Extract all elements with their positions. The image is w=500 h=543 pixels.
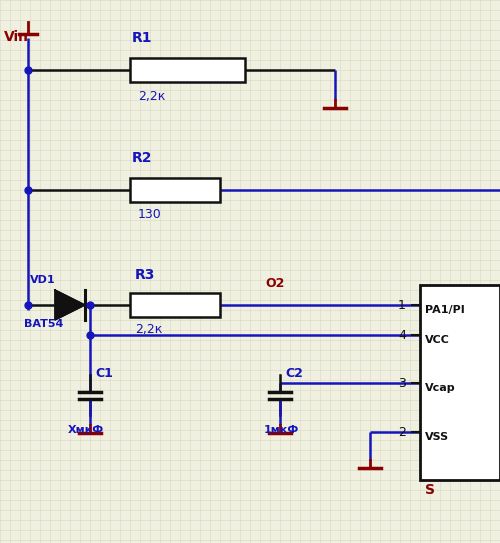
Text: BAT54: BAT54: [24, 319, 64, 329]
Text: 2,2к: 2,2к: [135, 323, 162, 336]
Text: 130: 130: [138, 208, 162, 221]
Text: 3: 3: [398, 377, 406, 390]
Polygon shape: [55, 290, 85, 320]
Text: 4: 4: [398, 329, 406, 342]
Text: 1: 1: [398, 299, 406, 312]
Text: Vcap: Vcap: [425, 383, 456, 393]
Text: VD1: VD1: [30, 275, 56, 285]
Text: VSS: VSS: [425, 432, 449, 442]
Bar: [130, 58, 245, 82]
Text: 2: 2: [398, 426, 406, 439]
Bar: [420, 285, 500, 480]
Text: R1: R1: [132, 31, 152, 45]
Text: 1мкФ: 1мкФ: [264, 425, 299, 435]
Text: C2: C2: [285, 367, 303, 380]
Text: O2: O2: [265, 277, 284, 290]
Text: VCC: VCC: [425, 335, 450, 345]
Text: ХмкФ: ХмкФ: [68, 425, 104, 435]
Text: Vin: Vin: [4, 30, 29, 44]
Bar: [130, 293, 220, 317]
Text: R3: R3: [135, 268, 156, 282]
Text: S: S: [425, 483, 435, 497]
Text: 2,2к: 2,2к: [138, 90, 166, 103]
Text: R2: R2: [132, 151, 152, 165]
Bar: [130, 178, 220, 202]
Text: PA1/PI: PA1/PI: [425, 305, 465, 315]
Text: C1: C1: [95, 367, 113, 380]
